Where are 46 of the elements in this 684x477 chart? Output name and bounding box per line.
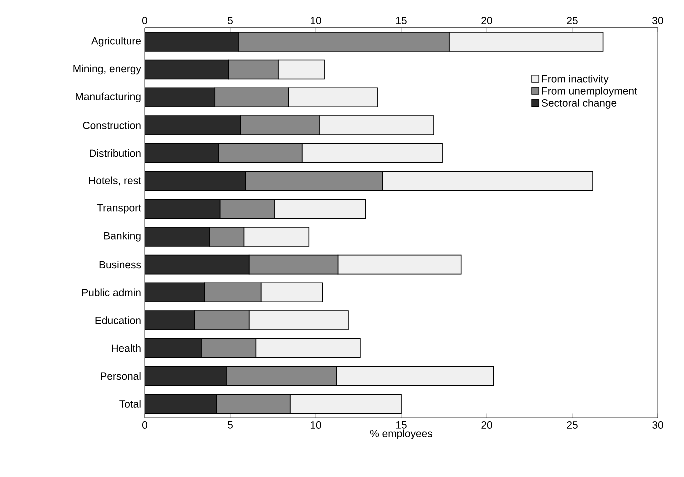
- bar: [145, 394, 218, 414]
- y-tick-label: Personal: [101, 372, 141, 380]
- legend-label: From inactivity: [542, 75, 609, 85]
- y-tick-label: Banking: [104, 232, 141, 242]
- x-tick-label: 30: [652, 422, 664, 429]
- bar: [145, 88, 216, 108]
- y-tick-label: Manufacturing: [76, 92, 141, 103]
- x-tick-label: 5: [228, 422, 233, 429]
- y-tick-label: Health: [112, 344, 141, 352]
- bar: [145, 32, 240, 52]
- bar: [145, 199, 221, 219]
- y-tick-label: Distribution: [90, 150, 141, 158]
- legend-label: From unemployment: [542, 87, 638, 97]
- y-tick-label: Education: [96, 316, 141, 324]
- x-tick-label: 15: [396, 422, 407, 429]
- bar: [145, 60, 230, 80]
- y-tick-label: Total: [120, 400, 141, 408]
- y-tick-label: Transport: [97, 204, 142, 214]
- bar: [145, 116, 242, 136]
- bar: [145, 143, 219, 164]
- x-tick-label: 0: [142, 422, 148, 429]
- y-tick-label: Mining, energy: [74, 64, 142, 75]
- y-tick-label: Agriculture: [91, 37, 141, 47]
- x2-tick-label: 25: [567, 17, 578, 24]
- x2-tick-label: 15: [396, 17, 407, 24]
- y-tick-label: Hotels, rest: [89, 176, 142, 186]
- bar: [145, 282, 206, 303]
- x-tick-label: 20: [482, 422, 492, 429]
- bar: [145, 171, 246, 192]
- x2-tick-label: 5: [228, 17, 233, 24]
- bar: [145, 254, 250, 275]
- x-tick-label: 10: [310, 422, 322, 429]
- bar: [145, 338, 202, 358]
- x2-tick-label: 0: [142, 17, 148, 24]
- x2-tick-label: 10: [310, 17, 322, 24]
- bar: [145, 227, 210, 247]
- x2-tick-label: 30: [652, 17, 664, 24]
- y-tick-label: Public admin: [82, 288, 141, 296]
- x-axis-title: % employees: [370, 430, 432, 440]
- legend-label: Sectoral change: [542, 99, 617, 109]
- bar: [145, 366, 228, 386]
- x-tick-label: 25: [567, 422, 578, 429]
- y-tick-label: Business: [100, 260, 142, 269]
- bar: [145, 310, 195, 330]
- y-tick-label: Construction: [83, 122, 141, 130]
- x2-tick-label: 20: [482, 17, 492, 24]
